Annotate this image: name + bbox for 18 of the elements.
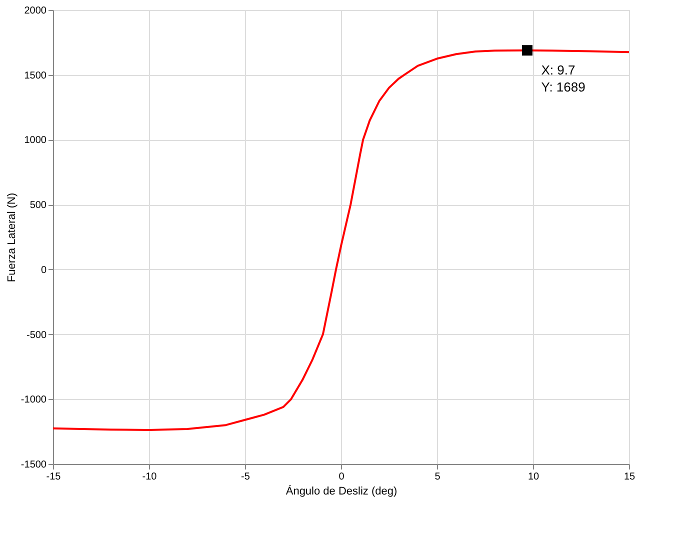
y-tick-label: 1500 (24, 70, 47, 82)
x-axis-title: Ángulo de Desliz (deg) (286, 484, 398, 498)
annotation: X: 9.7 Y: 1689 (541, 62, 586, 94)
y-tick-label: -500 (26, 330, 47, 341)
x-tick-label: 10 (528, 472, 540, 482)
x-tick-label: 15 (624, 472, 636, 482)
x-tick-label: -10 (142, 472, 158, 482)
y-tick-label: 1000 (24, 135, 47, 146)
x-tick-label: 0 (338, 472, 345, 482)
y-tick-label: 500 (30, 200, 47, 212)
x-tick-label: -15 (46, 472, 62, 482)
y-tick-label: 2000 (24, 6, 47, 16)
x-tick-label: 5 (434, 472, 441, 482)
y-tick-label: 0 (40, 264, 47, 276)
y-tick-label: -1000 (20, 394, 47, 406)
y-axis-title: Fuerza Lateral (N) (6, 192, 18, 282)
x-tick-label: -5 (241, 472, 250, 482)
y-tick-label: -1500 (20, 460, 47, 470)
